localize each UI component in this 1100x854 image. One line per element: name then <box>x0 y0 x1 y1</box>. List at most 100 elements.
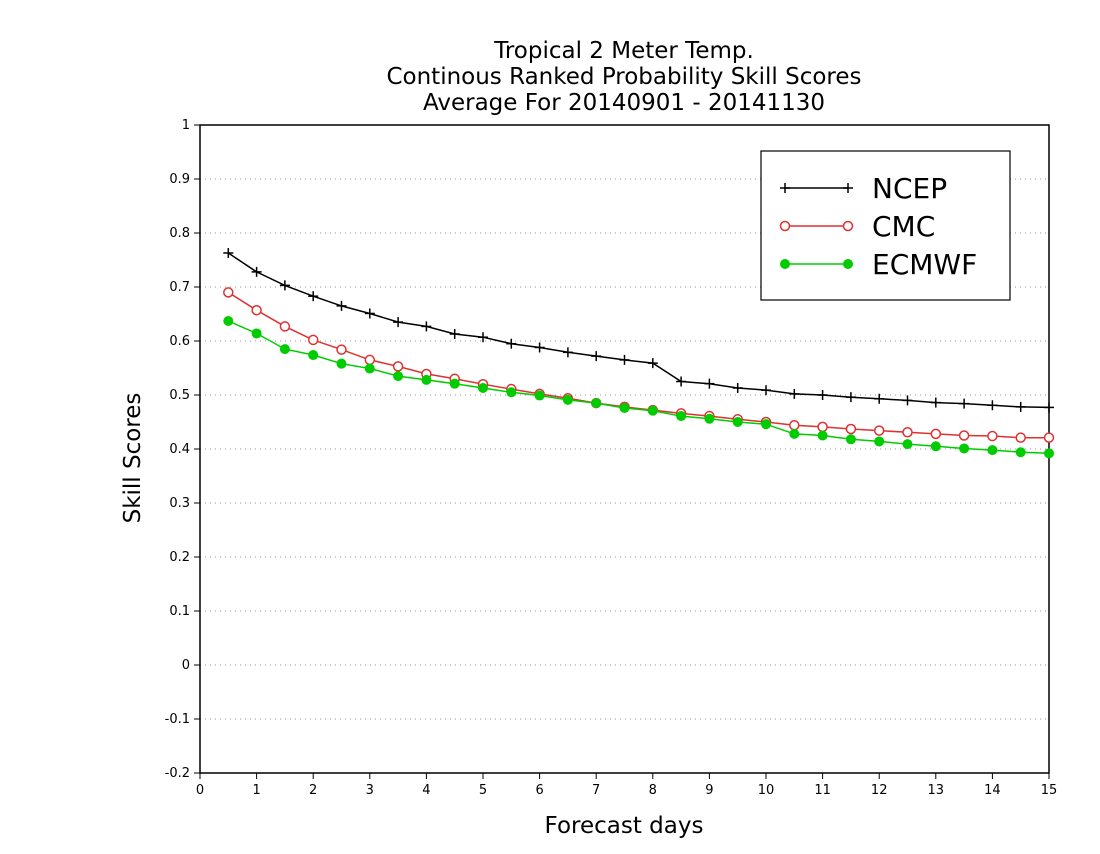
data-point-ecmwf <box>449 378 460 389</box>
x-tick-label: 6 <box>535 783 543 798</box>
data-point-ecmwf <box>251 328 262 339</box>
data-point-ecmwf <box>930 441 941 452</box>
data-point-cmc <box>873 425 885 436</box>
data-point-ecmwf <box>987 445 998 456</box>
data-point-ncep <box>534 342 545 353</box>
data-point-ncep <box>789 388 800 399</box>
x-tick-label: 15 <box>1041 783 1058 798</box>
y-tick-label: 1 <box>182 118 190 133</box>
data-point-ncep <box>591 351 602 362</box>
series-ecmwf <box>223 316 1054 459</box>
data-point-ncep <box>732 382 743 393</box>
data-point-ecmwf <box>223 316 234 327</box>
data-point-ecmwf <box>676 411 687 422</box>
data-point-ecmwf <box>364 363 375 374</box>
data-point-ecmwf <box>421 374 432 385</box>
y-tick-label: 0.2 <box>169 550 190 565</box>
x-tick-label: 4 <box>422 783 430 798</box>
data-point-cmc <box>279 321 291 332</box>
data-point-ecmwf <box>506 387 517 398</box>
data-point-ecmwf <box>591 398 602 409</box>
y-axis-title: Skill Scores <box>120 393 146 524</box>
x-tick-label: 3 <box>366 783 374 798</box>
legend-marker-cmc <box>842 220 854 232</box>
data-point-ecmwf <box>761 419 771 430</box>
data-point-ecmwf <box>279 344 290 355</box>
data-point-ecmwf <box>619 402 630 413</box>
data-point-cmc <box>364 354 376 366</box>
x-tick-label: 11 <box>814 783 831 798</box>
data-point-ecmwf <box>534 390 545 401</box>
title-line-2: Continous Ranked Probability Skill Score… <box>386 64 861 90</box>
legend-marker-ecmwf <box>843 259 853 269</box>
legend-item-cmc: CMC <box>779 210 935 243</box>
data-point-ncep <box>619 354 630 365</box>
series-layer <box>223 247 1055 459</box>
x-tick-label: 14 <box>984 783 1001 798</box>
data-point-cmc <box>930 428 942 440</box>
legend-marker-cmc <box>779 220 791 232</box>
x-tick-label: 0 <box>196 783 204 798</box>
data-point-ecmwf <box>1044 448 1054 459</box>
legend-label-ncep: NCEP <box>872 172 947 205</box>
title-line-3: Average For 20140901 - 20141130 <box>423 90 825 116</box>
data-point-cmc <box>223 287 234 298</box>
data-point-ncep <box>959 398 970 409</box>
data-point-ncep <box>364 308 375 319</box>
data-point-ecmwf <box>336 358 347 369</box>
data-point-ncep <box>817 390 828 400</box>
legend-marker-ecmwf <box>780 259 790 269</box>
data-point-ncep <box>987 400 998 411</box>
data-point-ecmwf <box>308 350 319 361</box>
data-point-ncep <box>279 280 290 291</box>
data-point-ncep <box>393 317 404 328</box>
data-point-ecmwf <box>478 382 488 393</box>
data-point-ncep <box>930 397 941 408</box>
chart-title: Tropical 2 Meter Temp. Continous Ranked … <box>386 38 861 116</box>
y-tick-label: 0 <box>182 658 190 673</box>
y-tick-label: 0.7 <box>169 280 190 295</box>
data-point-ncep <box>874 393 885 404</box>
data-point-ncep <box>308 291 319 302</box>
data-point-cmc <box>902 427 913 438</box>
data-point-ecmwf <box>562 394 573 405</box>
data-point-ecmwf <box>902 439 913 450</box>
title-line-1: Tropical 2 Meter Temp. <box>493 38 754 64</box>
data-point-ncep <box>761 385 771 396</box>
y-tick-label: 0.3 <box>169 496 190 511</box>
y-tick-label: 0.1 <box>169 604 190 619</box>
legend-item-ncep: NCEP <box>780 172 947 205</box>
data-point-ecmwf <box>874 436 885 447</box>
data-point-ecmwf <box>647 405 658 416</box>
data-point-ncep <box>647 358 658 369</box>
data-point-cmc <box>251 304 262 316</box>
data-point-ncep <box>336 300 347 311</box>
data-point-ecmwf <box>704 413 715 424</box>
x-tick-label: 2 <box>309 783 317 798</box>
data-point-ncep <box>1015 401 1026 412</box>
x-tick-label: 9 <box>705 783 713 798</box>
y-tick-label: 0.9 <box>169 172 190 187</box>
data-point-ncep <box>251 266 262 277</box>
y-tick-label: 0.4 <box>169 442 190 457</box>
x-tick-label: 13 <box>928 783 945 798</box>
x-tick-label: 5 <box>479 783 487 798</box>
data-point-ncep <box>478 332 488 343</box>
data-point-ncep <box>223 247 234 258</box>
y-tick-label: -0.1 <box>165 712 190 727</box>
data-point-cmc <box>1043 432 1055 443</box>
x-tick-label: 12 <box>871 783 888 798</box>
data-point-ncep <box>421 321 432 332</box>
y-tick-label: 0.6 <box>169 334 190 349</box>
data-point-ncep <box>676 376 687 387</box>
data-point-ncep <box>449 328 460 339</box>
x-tick-label: 7 <box>592 783 600 798</box>
data-point-cmc <box>392 361 404 372</box>
data-point-ecmwf <box>789 428 800 439</box>
y-tick-label: 0.5 <box>169 388 190 403</box>
data-point-ncep <box>704 378 715 389</box>
x-tick-label: 8 <box>649 783 657 798</box>
data-point-cmc <box>958 430 970 441</box>
